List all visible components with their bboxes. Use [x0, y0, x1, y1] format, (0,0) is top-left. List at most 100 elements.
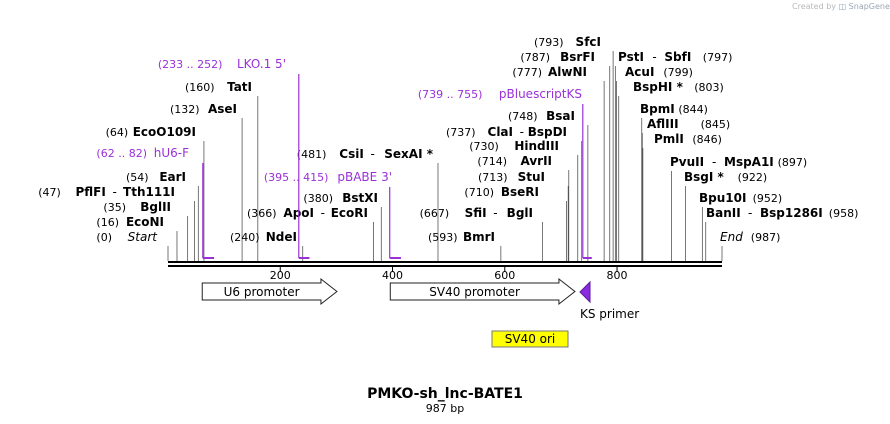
site-name[interactable]: CsiI [339, 147, 364, 161]
site-coordinate: (54) [126, 171, 149, 184]
site-name[interactable]: ClaI [488, 125, 513, 139]
site-coordinate: (714) [477, 155, 507, 168]
site-coordinate: (481) [297, 148, 327, 161]
snapgene-logo-icon: ◫ [838, 2, 847, 11]
site-name[interactable]: TatI [227, 80, 252, 94]
site-coordinate: (952) [753, 192, 783, 205]
site-coordinate: (987) [751, 231, 781, 244]
site-name-secondary[interactable]: Bsp1286I [760, 206, 823, 220]
site-name[interactable]: BmrI [463, 230, 495, 244]
feature-arrow[interactable] [389, 277, 576, 306]
tick-label: 200 [270, 269, 291, 282]
primer-range: (395 .. 415) [264, 171, 329, 184]
site-name[interactable]: AcuI [625, 65, 654, 79]
site-name[interactable]: BseRI [501, 185, 539, 199]
site-name[interactable]: BanII [706, 206, 741, 220]
site-coordinate: (47) [38, 186, 61, 199]
map-length: 987 bp [426, 402, 464, 415]
site-coordinate: (0) [96, 231, 112, 244]
sv40-ori-box[interactable] [491, 330, 569, 348]
site-separator: - [370, 147, 374, 161]
site-coordinate: (35) [103, 201, 126, 214]
site-separator: - [652, 50, 656, 64]
site-coordinate: (240) [230, 231, 260, 244]
site-name-secondary[interactable]: BglI [507, 206, 533, 220]
site-coordinate: (667) [420, 207, 450, 220]
site-name[interactable]: PmlI [654, 132, 684, 146]
site-name[interactable]: BsgI * [684, 170, 725, 184]
site-coordinate: (64) [106, 126, 129, 139]
site-coordinate: (713) [478, 171, 508, 184]
site-coordinate: (922) [738, 171, 768, 184]
primer-range: (62 .. 82) [96, 147, 147, 160]
primer-name[interactable]: LKO.1 5' [237, 57, 286, 71]
site-name[interactable]: PflFI [75, 185, 105, 199]
site-name-secondary[interactable]: SbfI [664, 50, 691, 64]
tick-label: 400 [382, 269, 403, 282]
snapgene-credit: Created by ◫ SnapGene [792, 2, 890, 11]
site-name[interactable]: BspHI * [633, 80, 684, 94]
site-name[interactable]: AlwNI [548, 65, 587, 79]
site-name[interactable]: HindIII [514, 139, 559, 153]
site-name[interactable]: BsaI [546, 109, 575, 123]
site-coordinate: (593) [428, 231, 458, 244]
site-name[interactable]: SfiI [465, 206, 487, 220]
ks-primer-arrow[interactable] [579, 280, 591, 304]
feature-label: SV40 ori [505, 332, 556, 346]
primer-range: (233 .. 252) [158, 58, 223, 71]
map-title: PMKO-sh_lnc-BATE1 [367, 386, 523, 402]
site-coordinate: (710) [464, 186, 494, 199]
site-coordinate: (380) [303, 192, 333, 205]
site-name[interactable]: End [720, 230, 743, 244]
site-coordinate: (958) [829, 207, 859, 220]
primer-name[interactable]: pBluescriptKS [499, 87, 582, 101]
site-name[interactable]: BglII [140, 200, 171, 214]
site-name[interactable]: Bpu10I [699, 191, 746, 205]
site-name[interactable]: EarI [159, 170, 186, 184]
site-coordinate: (737) [446, 126, 476, 139]
site-coordinate: (16) [96, 216, 119, 229]
site-coordinate: (160) [185, 81, 215, 94]
site-name[interactable]: EcoNI [126, 215, 164, 229]
site-coordinate: (897) [778, 156, 808, 169]
credit-brand: SnapGene [848, 2, 890, 11]
site-name-secondary[interactable]: BspDI [528, 125, 567, 139]
site-separator: - [321, 206, 325, 220]
site-name[interactable]: PstI [618, 50, 644, 64]
site-name[interactable]: AvrII [520, 154, 552, 168]
site-name[interactable]: AseI [208, 102, 237, 116]
site-coordinate: (846) [692, 133, 722, 146]
site-coordinate: (797) [703, 51, 733, 64]
site-name-secondary[interactable]: Tth111I [123, 185, 175, 199]
feature-label: KS primer [580, 307, 639, 321]
primer-name[interactable]: hU6-F [154, 146, 189, 160]
site-name[interactable]: BpmI [640, 102, 675, 116]
feature-label: SV40 promoter [429, 285, 520, 299]
site-name[interactable]: AflIII [647, 117, 679, 131]
site-coordinate: (803) [694, 81, 724, 94]
site-name-secondary[interactable]: EcoRI [331, 206, 368, 220]
site-name-secondary[interactable]: MspA1I [724, 155, 774, 169]
feature-arrow[interactable] [201, 277, 338, 306]
primer-name[interactable]: pBABE 3' [337, 170, 392, 184]
site-name[interactable]: Start [128, 230, 159, 244]
primer-range: (739 .. 755) [418, 88, 483, 101]
site-separator: - [493, 206, 497, 220]
site-separator: - [712, 155, 716, 169]
site-coordinate: (845) [701, 118, 731, 131]
site-name[interactable]: EcoO109I [133, 125, 196, 139]
site-coordinate: (787) [520, 51, 550, 64]
site-name[interactable]: BstXI [342, 191, 378, 205]
site-name[interactable]: NdeI [266, 230, 297, 244]
site-name[interactable]: SfcI [576, 35, 601, 49]
site-name[interactable]: PvuII [670, 155, 704, 169]
site-coordinate: (730) [469, 140, 499, 153]
site-name-secondary[interactable]: SexAI * [384, 147, 433, 161]
site-name[interactable]: StuI [518, 170, 545, 184]
site-coordinate: (132) [170, 103, 200, 116]
site-name[interactable]: BsrFI [560, 50, 595, 64]
tick-label: 800 [607, 269, 628, 282]
tick-label: 600 [494, 269, 515, 282]
site-coordinate: (366) [247, 207, 277, 220]
